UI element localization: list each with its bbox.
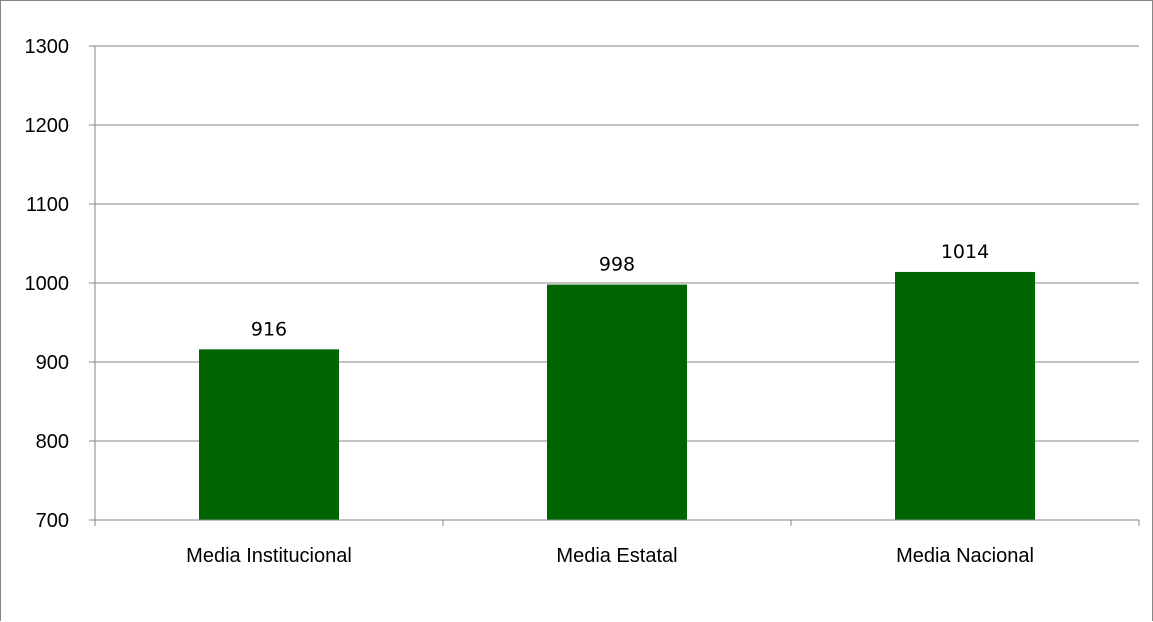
bar <box>547 284 687 520</box>
y-tick-label: 1300 <box>25 36 70 58</box>
x-category-label: Media Estatal <box>556 545 677 567</box>
data-label: 998 <box>599 254 635 276</box>
y-tick-label: 900 <box>36 352 69 374</box>
y-tick-label: 1200 <box>25 115 70 137</box>
bar <box>199 349 339 520</box>
labels: 700 800 900 1000 1100 1200 1300 916 Media Instit… <box>25 36 1034 567</box>
y-tick-label: 800 <box>36 431 69 453</box>
axes <box>89 46 1140 526</box>
bar <box>895 271 1035 520</box>
x-category-label: Media Institucional <box>186 545 352 567</box>
y-tick-label: 700 <box>36 510 69 532</box>
bars <box>199 271 1035 520</box>
x-category-label: Media Nacional <box>896 545 1034 567</box>
y-tick-label: 1000 <box>25 273 70 295</box>
data-label: 916 <box>251 318 287 340</box>
y-tick-label: 1100 <box>26 194 69 216</box>
data-label: 1014 <box>941 241 989 263</box>
